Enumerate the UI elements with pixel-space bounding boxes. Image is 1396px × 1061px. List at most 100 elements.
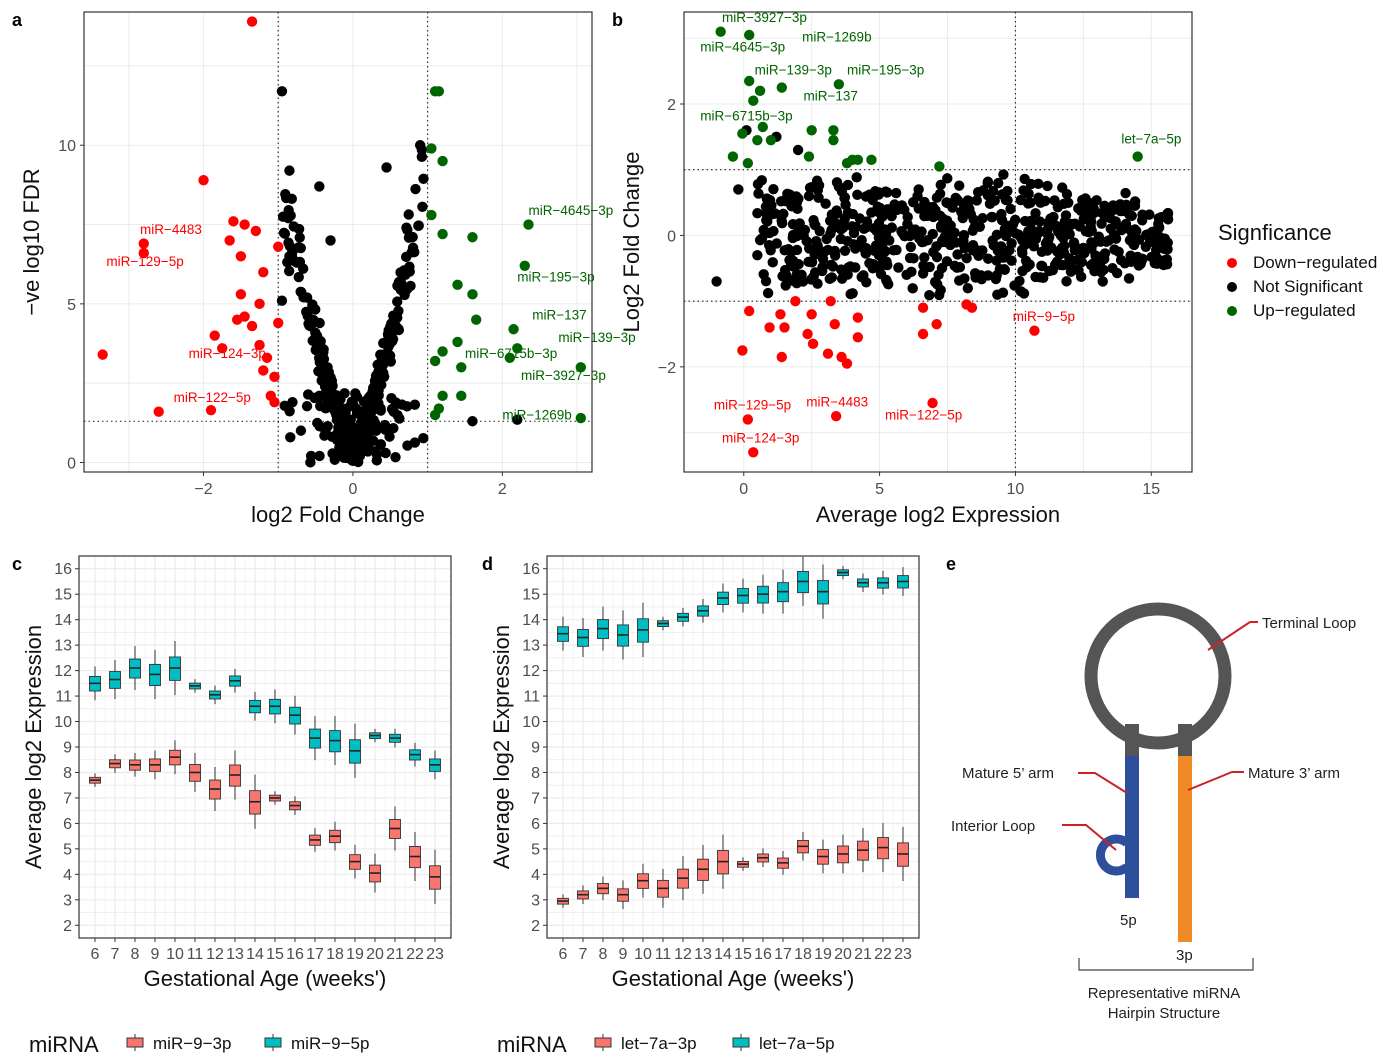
point-not-significant — [814, 225, 825, 237]
y-axis-title: Average log2 Expression — [489, 625, 514, 869]
point-not-significant — [758, 269, 769, 280]
point-not-significant — [766, 200, 777, 211]
point-not-significant — [404, 261, 415, 272]
point-not-significant — [813, 192, 824, 204]
point-not-significant — [850, 262, 861, 273]
point-not-significant — [277, 211, 289, 222]
point-not-significant — [939, 232, 951, 244]
point-not-significant — [1079, 248, 1090, 259]
point-down-regulated — [829, 318, 840, 330]
tick-label-y: 5 — [67, 297, 76, 314]
point-up-regulated — [748, 95, 759, 106]
point-up-regulated — [504, 352, 516, 363]
point-down-regulated — [246, 320, 258, 332]
pointer-terminal — [1207, 621, 1251, 651]
point-not-significant — [1093, 251, 1105, 263]
point-down-regulated — [239, 219, 250, 230]
point-not-significant — [986, 211, 997, 223]
point-up-regulated — [715, 26, 726, 37]
point-not-significant — [339, 434, 350, 445]
point-not-significant — [839, 245, 851, 256]
point-not-significant — [467, 416, 478, 427]
point-not-significant — [380, 447, 391, 459]
point-label: miR−129−5p — [106, 254, 183, 269]
point-not-significant — [337, 421, 348, 433]
point-not-significant — [1107, 263, 1118, 274]
point-not-significant — [851, 172, 862, 183]
point-not-significant — [908, 253, 919, 264]
tick-label-x: 18 — [794, 946, 812, 963]
point-down-regulated — [261, 352, 273, 363]
point-label: miR−195−3p — [517, 270, 594, 285]
point-label: miR−1269b — [802, 30, 871, 45]
point-down-regulated — [825, 295, 836, 307]
point-down-regulated — [224, 235, 235, 246]
point-up-regulated — [523, 219, 534, 230]
point-not-significant — [384, 431, 395, 442]
point-not-significant — [998, 252, 1009, 263]
tick-label-x: 10 — [166, 946, 184, 963]
point-not-significant — [881, 275, 892, 287]
point-not-significant — [392, 312, 403, 323]
tick-label-x: 13 — [694, 946, 712, 963]
point-not-significant — [870, 240, 882, 251]
point-not-significant — [809, 267, 821, 278]
point-down-regulated — [97, 349, 108, 360]
tick-label-x: 7 — [111, 946, 120, 963]
legend-title: miRNA — [497, 1032, 567, 1057]
point-up-regulated — [452, 279, 463, 291]
tick-label-x: 9 — [151, 946, 160, 963]
point-not-significant — [942, 197, 953, 209]
point-not-significant — [982, 177, 993, 189]
point-not-significant — [293, 242, 304, 253]
point-not-significant — [294, 232, 305, 243]
legend-label: Not Significant — [1253, 277, 1363, 296]
point-not-significant — [284, 251, 295, 262]
legend-title: Signficance — [1218, 220, 1332, 245]
point-down-regulated — [209, 330, 220, 341]
point-not-significant — [1033, 178, 1044, 190]
point-not-significant — [974, 221, 985, 232]
point-not-significant — [390, 397, 401, 408]
point-not-significant — [1030, 208, 1041, 219]
point-not-significant — [880, 186, 891, 197]
point-not-significant — [1061, 189, 1073, 200]
point-not-significant — [1016, 244, 1028, 255]
point-down-regulated — [153, 406, 164, 417]
point-not-significant — [355, 442, 366, 453]
point-not-significant — [414, 140, 426, 151]
point-not-significant — [908, 196, 919, 208]
point-not-significant — [733, 184, 744, 195]
legend-key-ns — [1227, 282, 1237, 292]
point-label: miR−139−3p — [558, 330, 635, 345]
tick-label-y: 5 — [63, 841, 72, 858]
caption-line-2: Hairpin Structure — [1108, 1005, 1221, 1022]
point-not-significant — [820, 198, 831, 209]
point-label: miR−122−5p — [885, 407, 962, 422]
point-not-significant — [962, 282, 974, 294]
point-not-significant — [924, 261, 935, 273]
point-not-significant — [1076, 256, 1088, 268]
point-not-significant — [283, 237, 294, 248]
point-up-regulated — [806, 125, 817, 136]
point-not-significant — [305, 450, 317, 462]
point-not-significant — [782, 188, 793, 200]
point-not-significant — [402, 440, 413, 451]
point-not-significant — [371, 425, 382, 436]
point-not-significant — [1159, 257, 1170, 268]
point-not-significant — [916, 226, 927, 237]
point-label: miR−4645−3p — [700, 39, 785, 54]
point-not-significant — [1009, 227, 1021, 239]
point-not-significant — [826, 209, 838, 220]
point-label: miR−4483 — [806, 394, 868, 409]
tick-label-x: 15 — [266, 946, 284, 963]
point-not-significant — [284, 165, 295, 176]
point-not-significant — [1050, 220, 1062, 232]
hairpin-diagram: Terminal Loop Mature 5’ arm Mature 3’ ar… — [951, 602, 1356, 1022]
point-not-significant — [388, 406, 399, 417]
point-down-regulated — [931, 318, 942, 330]
legend-label: miR−9−5p — [291, 1034, 369, 1053]
point-not-significant — [768, 225, 779, 237]
